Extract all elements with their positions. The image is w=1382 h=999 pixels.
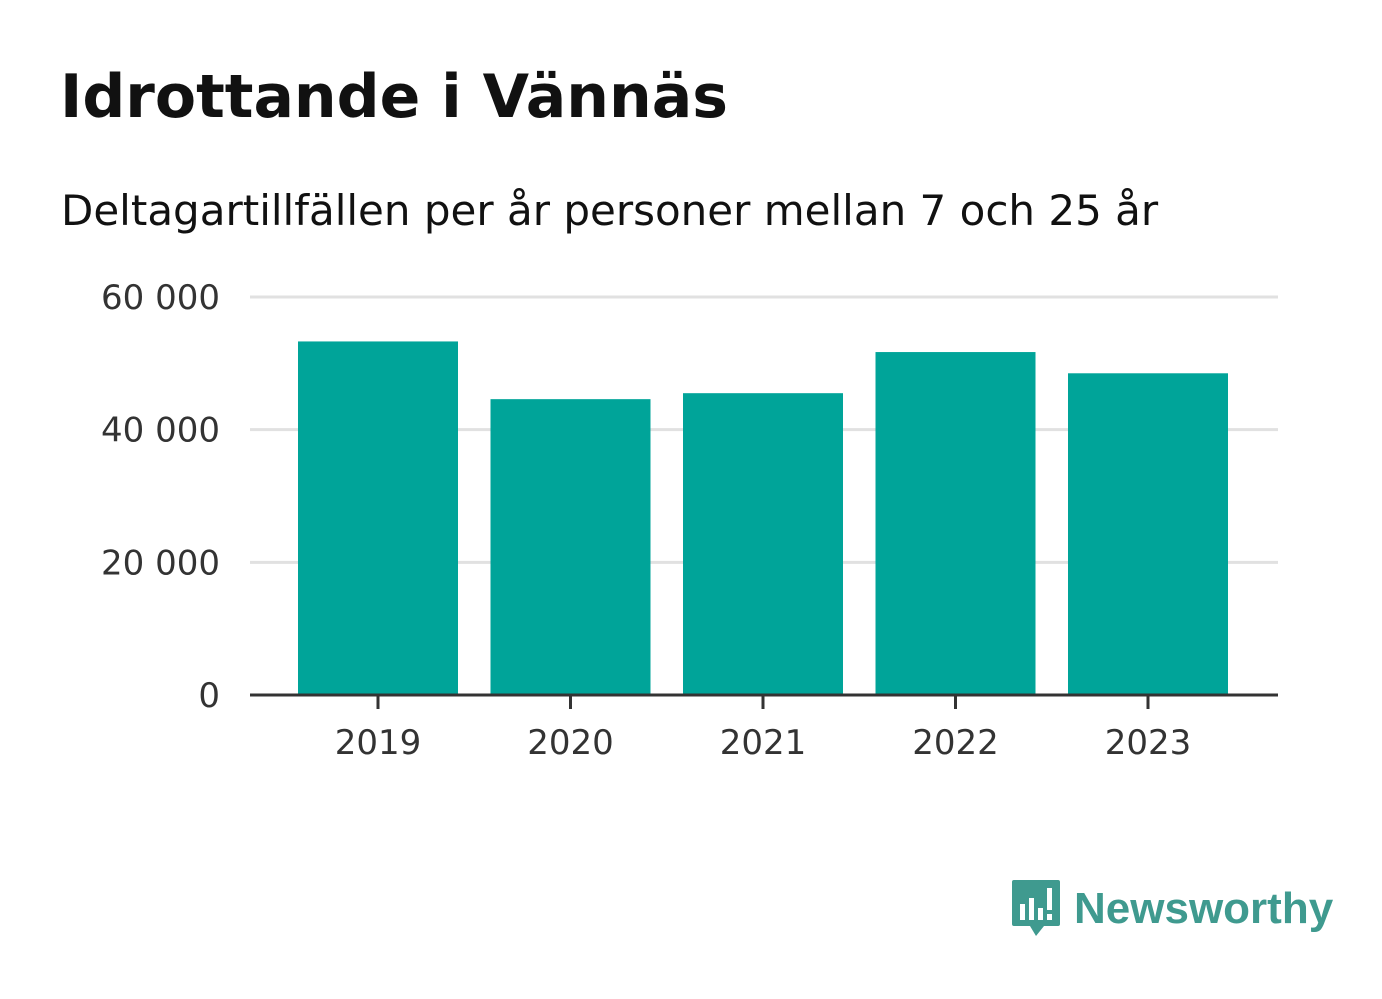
bar-2020 [490, 399, 651, 695]
bar-2019 [298, 341, 458, 695]
y-tick-label: 60 000 [101, 278, 220, 318]
x-tick-label: 2022 [912, 723, 999, 763]
x-axis-labels: 2019 2020 2021 2022 2023 [335, 723, 1192, 763]
x-tick-label: 2020 [527, 723, 614, 763]
newsworthy-logo-icon [1012, 880, 1060, 936]
y-tick-label: 40 000 [101, 411, 220, 451]
y-tick-label: 0 [198, 676, 220, 716]
chart-subtitle: Deltagartillfällen per år personer mella… [61, 186, 1159, 235]
bar-2022 [875, 352, 1036, 695]
x-axis [250, 693, 1278, 709]
newsworthy-logo: Newsworthy [1010, 878, 1333, 940]
x-tick-label: 2023 [1105, 723, 1192, 763]
newsworthy-logo-text: Newsworthy [1074, 884, 1334, 933]
x-tick-label: 2021 [720, 723, 807, 763]
bar-2023 [1068, 373, 1228, 695]
x-tick-label: 2019 [335, 723, 422, 763]
y-axis-labels: 0 20 000 40 000 60 000 [101, 278, 220, 716]
bars [298, 341, 1228, 695]
bar-2021 [683, 393, 843, 695]
y-tick-label: 20 000 [101, 543, 220, 583]
chart-title: Idrottande i Vännäs [60, 62, 728, 132]
